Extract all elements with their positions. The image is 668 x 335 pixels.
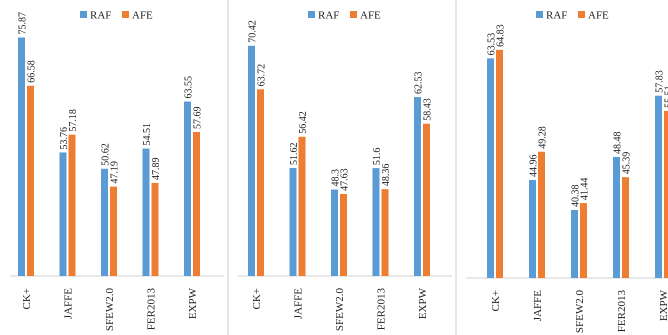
bar-raf-sfew20 <box>331 189 338 276</box>
legend-label-afe: AFE <box>360 10 381 22</box>
bar-raf-fer2013 <box>142 148 150 276</box>
bar-raf-sfew20 <box>571 210 578 278</box>
data-label: 51.62 <box>289 142 300 165</box>
x-tick-label: JAFFE <box>532 290 544 321</box>
bar-raf-expw <box>414 97 421 277</box>
legend-swatch-afe <box>350 11 357 18</box>
data-label: 50.62 <box>101 143 112 166</box>
bar-raf-sfew20 <box>101 168 108 276</box>
data-label: 64.83 <box>496 24 507 47</box>
chart-panel-3: RAF AFE63.5364.83CK+44.9649.28JAFFE40.384… <box>466 10 668 334</box>
data-label: 41.44 <box>580 178 591 201</box>
data-label: 57.18 <box>68 109 79 132</box>
data-label: 47.19 <box>110 161 121 184</box>
x-tick-label: CK+ <box>251 288 263 309</box>
x-tick-label: FER2013 <box>376 288 388 331</box>
bar-raf-fer2013 <box>372 168 380 276</box>
data-label: 48.36 <box>381 164 392 187</box>
x-tick-label: SFEW2.0 <box>574 290 586 334</box>
data-label: 55.51 <box>664 85 668 108</box>
bar-afe-ck <box>27 85 34 276</box>
data-label: 47.63 <box>340 168 351 191</box>
bar-afe-expw <box>193 132 200 276</box>
x-tick-label: JAFFE <box>63 288 75 319</box>
data-label: 63.53 <box>487 33 498 56</box>
x-tick-label: CK+ <box>21 288 33 309</box>
data-label: 62.53 <box>414 72 425 95</box>
x-tick-label: EXPW <box>417 287 429 319</box>
data-label: 56.42 <box>298 111 309 134</box>
data-label: 54.51 <box>142 123 153 146</box>
bar-raf-fer2013 <box>613 156 620 278</box>
x-tick-label: EXPW <box>187 287 199 319</box>
x-tick-label: SFEW2.0 <box>334 288 346 332</box>
bar-raf-jaffe <box>59 152 67 276</box>
bar-raf-expw <box>655 95 662 278</box>
legend-label-afe: AFE <box>588 10 609 22</box>
legend-swatch-raf <box>308 11 315 18</box>
legend-label-raf: RAF <box>546 10 567 22</box>
x-tick-label: CK+ <box>490 290 502 311</box>
bar-afe-expw <box>423 123 430 276</box>
data-label: 75.87 <box>18 12 29 35</box>
chart-panel-1: RAF AFE75.8766.58CK+53.7657.18JAFFE50.624… <box>10 10 224 332</box>
x-tick-label: SFEW2.0 <box>104 288 116 332</box>
bar-afe-fer2013 <box>622 177 629 278</box>
x-tick-label: EXPW <box>658 289 668 321</box>
legend-swatch-afe <box>122 11 129 18</box>
bar-afe-ck <box>257 89 264 276</box>
data-label: 48.48 <box>613 131 624 154</box>
data-label: 49.28 <box>538 126 549 149</box>
legend-label-afe: AFE <box>132 10 153 22</box>
bar-raf-ck <box>487 58 494 278</box>
data-label: 57.69 <box>193 107 204 130</box>
bar-afe-ck <box>496 49 503 279</box>
data-label: 57.83 <box>655 70 666 93</box>
data-label: 51.6 <box>372 148 383 166</box>
bar-raf-jaffe <box>289 167 297 276</box>
bar-raf-ck <box>248 45 255 276</box>
legend-swatch-raf <box>536 11 543 18</box>
bar-afe-expw <box>664 110 668 278</box>
x-tick-label: FER2013 <box>616 290 628 333</box>
bar-afe-sfew20 <box>110 186 117 276</box>
data-label: 47.89 <box>151 157 162 180</box>
bar-afe-sfew20 <box>340 193 347 276</box>
data-label: 66.58 <box>27 60 38 83</box>
bar-afe-jaffe <box>298 136 306 276</box>
data-label: 63.72 <box>257 64 268 87</box>
chart-panel-2: RAF AFE 70.42 63.72 CK+ 51.62 56.42 JAFFE 48.347… <box>238 10 452 332</box>
data-label: 48.3 <box>331 169 342 187</box>
legend-swatch-afe <box>578 11 585 18</box>
legend-label-raf: RAF <box>318 10 339 22</box>
bar-raf-expw <box>184 101 191 276</box>
data-label: 53.76 <box>59 127 70 150</box>
bar-afe-jaffe <box>68 134 76 276</box>
x-tick-label: FER2013 <box>146 288 158 331</box>
data-label: 44.96 <box>529 155 540 178</box>
bar-afe-sfew20 <box>580 203 587 278</box>
data-label: 40.38 <box>571 185 582 208</box>
bar-raf-ck <box>18 37 25 277</box>
data-label: 58.43 <box>423 98 434 121</box>
data-label: 70.42 <box>248 20 259 43</box>
bar-afe-fer2013 <box>151 182 159 276</box>
bar-raf-jaffe <box>529 180 536 278</box>
x-tick-label: JAFFE <box>293 288 305 319</box>
bar-afe-jaffe <box>538 151 545 278</box>
data-label: 63.55 <box>184 76 195 99</box>
bar-afe-fer2013 <box>381 189 389 276</box>
data-label: 45.39 <box>622 152 633 175</box>
legend-swatch-raf <box>80 11 87 18</box>
legend-label-raf: RAF <box>90 10 111 22</box>
